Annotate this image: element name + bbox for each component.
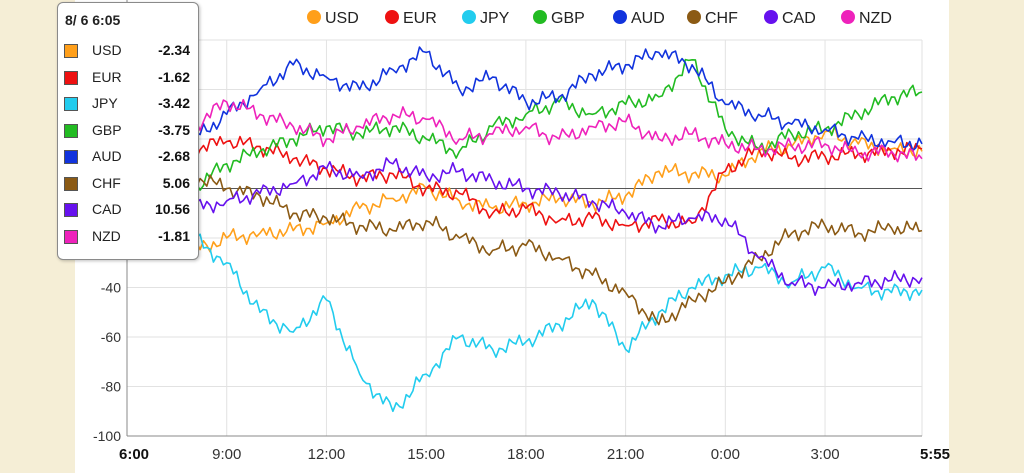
tooltip-swatch bbox=[64, 229, 78, 244]
tooltip-row-aud: AUD -2.68 bbox=[64, 146, 194, 168]
legend-label-eur: EUR bbox=[403, 10, 437, 27]
legend-swatch-cad bbox=[764, 10, 778, 24]
tooltip-currency: GBP bbox=[92, 121, 122, 138]
tooltip-currency: EUR bbox=[92, 68, 122, 85]
tooltip-value: -2.34 bbox=[158, 42, 190, 58]
series-line-nzd bbox=[126, 98, 923, 226]
y-tick-label: -40 bbox=[101, 280, 121, 296]
x-tick-label: 0:00 bbox=[711, 446, 740, 463]
tooltip-row-gbp: GBP -3.75 bbox=[64, 120, 194, 142]
tooltip-time: 8/ 6 6:05 bbox=[65, 12, 121, 28]
x-tick-label: 12:00 bbox=[308, 446, 346, 463]
tooltip-currency: CHF bbox=[92, 174, 121, 191]
legend-label-nzd: NZD bbox=[859, 10, 892, 27]
tooltip-value: -3.42 bbox=[158, 95, 190, 111]
legend-label-aud: AUD bbox=[631, 10, 665, 27]
legend-swatch-gbp bbox=[533, 10, 547, 24]
series-line-cad bbox=[126, 157, 923, 296]
series-line-chf bbox=[126, 157, 923, 326]
series-line-eur bbox=[126, 135, 923, 233]
tooltip-value: 10.56 bbox=[154, 201, 190, 217]
tooltip-swatch bbox=[64, 176, 78, 191]
tooltip-row-chf: CHF 5.06 bbox=[64, 173, 194, 195]
legend-swatch-chf bbox=[687, 10, 701, 24]
legend-label-usd: USD bbox=[325, 10, 359, 27]
legend-swatch-jpy bbox=[462, 10, 476, 24]
tooltip-swatch bbox=[64, 123, 78, 138]
tooltip-swatch bbox=[64, 44, 78, 58]
tooltip-currency: CAD bbox=[92, 201, 122, 217]
series-line-gbp bbox=[126, 58, 923, 222]
tooltip-swatch bbox=[64, 203, 78, 217]
legend-swatch-usd bbox=[307, 10, 321, 24]
tooltip-value: -1.81 bbox=[158, 227, 190, 244]
tooltip-value: -3.75 bbox=[158, 121, 190, 138]
tooltip-row-usd: USD -2.34 bbox=[64, 40, 194, 62]
tooltip-row-jpy: JPY -3.42 bbox=[64, 93, 194, 115]
tooltip-value: -1.62 bbox=[158, 68, 190, 85]
x-tick-label: 5:55 bbox=[920, 446, 950, 463]
y-tick-label: -80 bbox=[101, 379, 121, 395]
legend-label-jpy: JPY bbox=[480, 10, 510, 27]
tooltip-swatch bbox=[64, 70, 78, 85]
x-tick-label: 6:00 bbox=[119, 446, 149, 463]
series-line-usd bbox=[126, 126, 923, 257]
y-tick-label: -100 bbox=[93, 428, 121, 444]
legend-swatch-nzd bbox=[841, 10, 855, 24]
x-tick-label: 21:00 bbox=[607, 446, 645, 463]
chart-panel bbox=[75, 0, 949, 473]
legend-label-cad: CAD bbox=[782, 10, 816, 27]
legend-swatch-aud bbox=[613, 10, 627, 24]
series-line-aud bbox=[126, 46, 923, 194]
hover-tooltip: 8/ 6 6:05 USD -2.34 EUR -1.62 JPY -3.42 GBP -3.… bbox=[57, 2, 199, 260]
tooltip-row-cad: CAD 10.56 bbox=[64, 199, 194, 221]
tooltip-value: -2.68 bbox=[158, 148, 190, 164]
tooltip-swatch bbox=[64, 150, 78, 164]
tooltip-currency: NZD bbox=[92, 227, 121, 244]
legend-label-chf: CHF bbox=[705, 10, 738, 27]
tooltip-row-eur: EUR -1.62 bbox=[64, 67, 194, 89]
tooltip-currency: JPY bbox=[92, 95, 118, 111]
tooltip-currency: AUD bbox=[92, 148, 122, 164]
tooltip-currency: USD bbox=[92, 42, 122, 58]
x-tick-label: 15:00 bbox=[407, 446, 445, 463]
x-tick-label: 3:00 bbox=[810, 446, 839, 463]
tooltip-swatch bbox=[64, 97, 78, 111]
y-tick-label: -60 bbox=[101, 329, 121, 345]
legend-swatch-eur bbox=[385, 10, 399, 24]
x-tick-label: 18:00 bbox=[507, 446, 545, 463]
x-tick-label: 9:00 bbox=[212, 446, 241, 463]
tooltip-value: 5.06 bbox=[162, 174, 190, 191]
legend-label-gbp: GBP bbox=[551, 10, 585, 27]
tooltip-row-nzd: NZD -1.81 bbox=[64, 226, 194, 248]
